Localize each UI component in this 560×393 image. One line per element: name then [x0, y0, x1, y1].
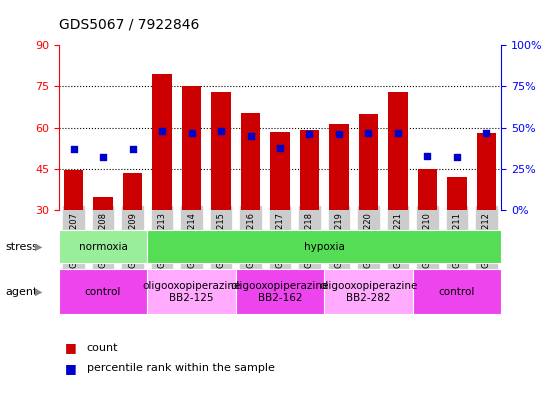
Text: control: control — [85, 287, 121, 297]
Bar — [418, 169, 437, 210]
Text: normoxia: normoxia — [78, 242, 128, 252]
Point — [394, 130, 403, 136]
Text: oligooxopiperazine
BB2-125: oligooxopiperazine BB2-125 — [142, 281, 241, 303]
Point — [217, 128, 226, 134]
Bar — [59, 230, 147, 263]
Text: ▶: ▶ — [35, 287, 43, 297]
Bar — [324, 269, 413, 314]
Bar — [413, 269, 501, 314]
Point — [334, 131, 343, 138]
Point — [99, 154, 108, 161]
Point — [128, 146, 137, 152]
Bar — [152, 74, 171, 210]
Point — [69, 146, 78, 152]
Bar — [59, 269, 147, 314]
Bar — [182, 86, 201, 210]
Point — [305, 131, 314, 138]
Point — [423, 152, 432, 159]
Text: oligooxopiperazine
BB2-162: oligooxopiperazine BB2-162 — [231, 281, 329, 303]
Text: ■: ■ — [64, 362, 76, 375]
Text: control: control — [439, 287, 475, 297]
Bar — [241, 112, 260, 210]
Bar — [236, 269, 324, 314]
Bar — [270, 132, 290, 210]
Text: hypoxia: hypoxia — [304, 242, 344, 252]
Text: ▶: ▶ — [35, 242, 43, 252]
Text: agent: agent — [6, 287, 38, 297]
Text: ■: ■ — [64, 341, 76, 354]
Bar — [212, 92, 231, 210]
Bar — [359, 114, 378, 210]
Bar — [447, 177, 466, 210]
Text: GDS5067 / 7922846: GDS5067 / 7922846 — [59, 18, 199, 32]
Point — [246, 133, 255, 139]
Point — [452, 154, 461, 161]
Point — [187, 130, 196, 136]
Text: count: count — [87, 343, 118, 353]
Text: percentile rank within the sample: percentile rank within the sample — [87, 363, 274, 373]
Point — [157, 128, 166, 134]
Point — [276, 144, 284, 151]
Bar — [300, 130, 319, 210]
Text: stress: stress — [6, 242, 39, 252]
Bar — [64, 171, 83, 210]
Bar — [477, 133, 496, 210]
Bar — [123, 173, 142, 210]
Point — [364, 130, 373, 136]
Bar — [147, 230, 501, 263]
Text: oligooxopiperazine
BB2-282: oligooxopiperazine BB2-282 — [319, 281, 418, 303]
Bar — [147, 269, 236, 314]
Bar — [329, 123, 348, 210]
Point — [482, 130, 491, 136]
Bar — [389, 92, 408, 210]
Bar — [94, 196, 113, 210]
